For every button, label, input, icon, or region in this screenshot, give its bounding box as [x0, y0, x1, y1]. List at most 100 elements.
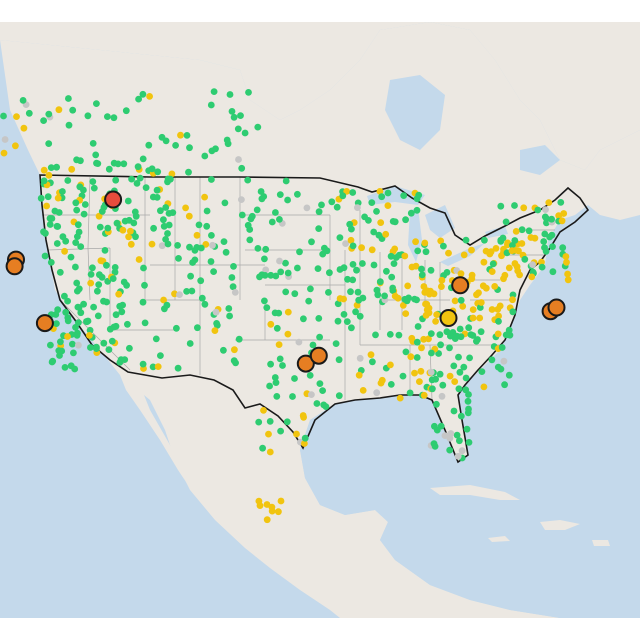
monitor-dot-good[interactable]: [401, 295, 409, 303]
monitor-dot-good[interactable]: [53, 240, 61, 247]
monitor-dot-good[interactable]: [110, 159, 118, 167]
monitor-dot-good[interactable]: [374, 291, 382, 299]
monitor-dot-moderate[interactable]: [560, 210, 568, 217]
monitor-dot-good[interactable]: [268, 218, 276, 226]
monitor-dot-good[interactable]: [47, 341, 54, 349]
monitor-dot-good[interactable]: [98, 208, 106, 215]
monitor-dot-moderate[interactable]: [193, 231, 201, 239]
monitor-dot-moderate[interactable]: [527, 234, 535, 241]
monitor-dot-moderate[interactable]: [494, 330, 502, 338]
monitor-dot-good[interactable]: [376, 278, 384, 286]
monitor-dot-moderate[interactable]: [127, 240, 135, 248]
monitor-dot-no-data[interactable]: [1, 136, 9, 143]
monitor-dot-good[interactable]: [450, 407, 458, 415]
monitor-dot-moderate[interactable]: [433, 311, 441, 318]
monitor-dot-no-data[interactable]: [209, 241, 216, 249]
monitor-dot-good[interactable]: [160, 216, 167, 224]
monitor-dot-moderate[interactable]: [545, 199, 553, 207]
monitor-dot-moderate[interactable]: [492, 245, 500, 252]
monitor-dot-moderate[interactable]: [284, 330, 292, 338]
monitor-dot-good[interactable]: [433, 400, 440, 408]
monitor-marker-usg[interactable]: [309, 346, 328, 365]
monitor-dot-good[interactable]: [221, 199, 229, 207]
monitor-dot-moderate[interactable]: [468, 271, 476, 279]
monitor-dot-good[interactable]: [336, 234, 344, 242]
monitor-dot-moderate[interactable]: [256, 502, 264, 509]
monitor-dot-good[interactable]: [370, 228, 378, 236]
monitor-dot-moderate[interactable]: [146, 93, 154, 100]
monitor-dot-good[interactable]: [457, 333, 465, 341]
monitor-dot-good[interactable]: [325, 289, 332, 296]
monitor-dot-moderate[interactable]: [473, 291, 480, 299]
monitor-dot-moderate[interactable]: [505, 264, 513, 272]
monitor-dot-good[interactable]: [135, 95, 143, 103]
monitor-dot-good[interactable]: [413, 354, 421, 361]
monitor-dot-good[interactable]: [245, 89, 252, 96]
monitor-dot-moderate[interactable]: [480, 383, 488, 391]
monitor-dot-good[interactable]: [72, 199, 80, 207]
monitor-dot-no-data[interactable]: [308, 391, 315, 398]
monitor-dot-good[interactable]: [86, 326, 94, 334]
monitor-dot-moderate[interactable]: [460, 251, 468, 259]
monitor-dot-good[interactable]: [207, 258, 215, 265]
monitor-dot-good[interactable]: [83, 318, 90, 325]
monitor-dot-good[interactable]: [557, 199, 565, 206]
monitor-dot-good[interactable]: [316, 380, 324, 387]
monitor-dot-good[interactable]: [163, 301, 171, 309]
monitor-dot-good[interactable]: [139, 360, 147, 368]
monitor-dot-good[interactable]: [415, 191, 423, 199]
monitor-dot-no-data[interactable]: [342, 240, 349, 248]
monitor-dot-good[interactable]: [427, 330, 435, 337]
monitor-dot-moderate[interactable]: [394, 294, 402, 302]
monitor-dot-moderate[interactable]: [95, 212, 103, 220]
monitor-dot-moderate[interactable]: [265, 430, 272, 438]
monitor-dot-moderate[interactable]: [12, 142, 19, 150]
monitor-dot-moderate[interactable]: [408, 334, 416, 342]
monitor-dot-good[interactable]: [238, 164, 246, 172]
monitor-dot-good[interactable]: [132, 212, 140, 220]
monitor-dot-good[interactable]: [254, 245, 262, 252]
monitor-dot-good[interactable]: [456, 325, 464, 333]
monitor-dot-moderate[interactable]: [343, 188, 351, 195]
monitor-dot-good[interactable]: [173, 324, 180, 332]
monitor-dot-moderate[interactable]: [504, 241, 511, 249]
monitor-dot-good[interactable]: [296, 248, 303, 256]
monitor-marker-moderate[interactable]: [439, 309, 458, 327]
monitor-dot-moderate[interactable]: [185, 212, 193, 220]
monitor-dot-good[interactable]: [375, 231, 383, 239]
monitor-dot-good[interactable]: [334, 300, 342, 308]
monitor-dot-good[interactable]: [320, 401, 328, 409]
monitor-dot-good[interactable]: [549, 243, 556, 251]
monitor-dot-moderate[interactable]: [267, 320, 275, 328]
monitor-dot-moderate[interactable]: [125, 233, 132, 241]
monitor-dot-good[interactable]: [455, 385, 463, 393]
monitor-dot-moderate[interactable]: [420, 335, 428, 343]
monitor-dot-good[interactable]: [128, 175, 136, 183]
monitor-dot-moderate[interactable]: [558, 217, 566, 225]
monitor-dot-good[interactable]: [55, 209, 63, 216]
monitor-dot-good[interactable]: [333, 203, 341, 211]
monitor-dot-good[interactable]: [111, 264, 119, 271]
monitor-dot-good[interactable]: [45, 140, 53, 148]
monitor-dot-good[interactable]: [413, 296, 420, 304]
monitor-dot-good[interactable]: [92, 151, 100, 159]
monitor-dot-moderate[interactable]: [367, 351, 375, 359]
monitor-dot-good[interactable]: [388, 273, 396, 281]
monitor-dot-moderate[interactable]: [446, 372, 454, 380]
monitor-dot-no-data[interactable]: [276, 257, 283, 265]
monitor-dot-moderate[interactable]: [404, 282, 412, 290]
monitor-dot-good[interactable]: [238, 211, 246, 219]
monitor-dot-moderate[interactable]: [411, 369, 418, 377]
monitor-dot-good[interactable]: [228, 108, 236, 115]
monitor-dot-good[interactable]: [73, 279, 81, 287]
monitor-dot-good[interactable]: [277, 268, 285, 276]
monitor-dot-good[interactable]: [450, 362, 458, 370]
monitor-dot-good[interactable]: [74, 221, 82, 229]
highlighted-monitors[interactable]: [5, 190, 566, 373]
monitor-dot-good[interactable]: [75, 319, 82, 326]
monitor-dot-good[interactable]: [145, 141, 153, 149]
monitor-dot-good[interactable]: [90, 303, 97, 311]
monitor-dot-good[interactable]: [307, 285, 314, 293]
monitor-dot-good[interactable]: [263, 304, 271, 311]
monitor-dot-moderate[interactable]: [55, 106, 63, 114]
